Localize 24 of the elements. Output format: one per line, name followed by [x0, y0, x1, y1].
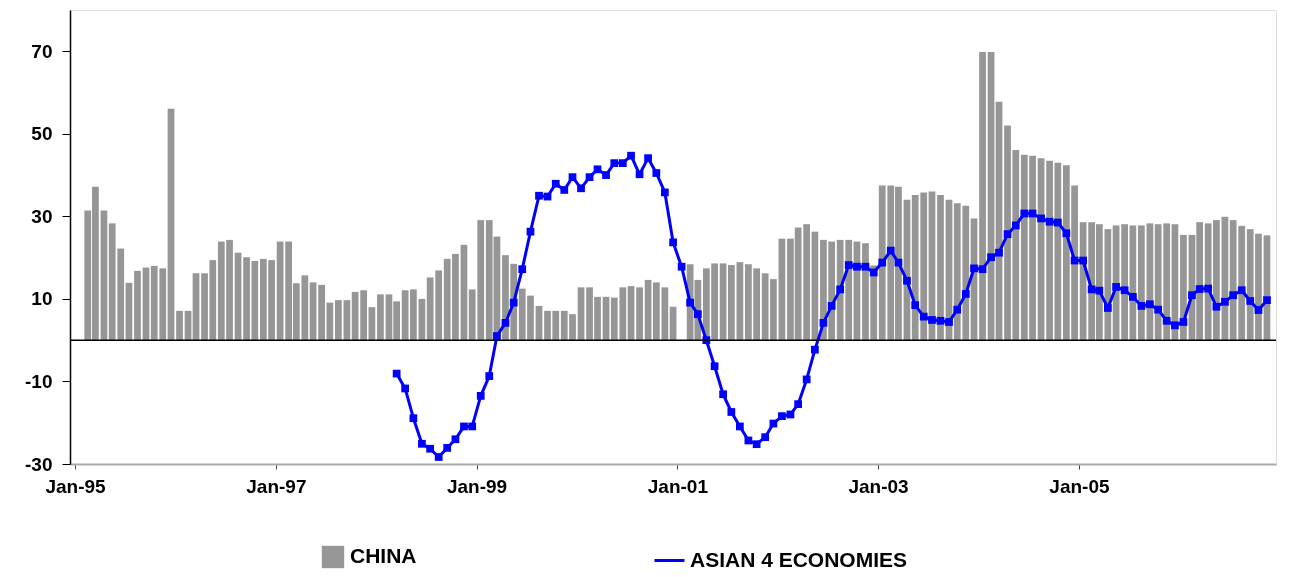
- bar: [636, 287, 643, 341]
- x-tick-label: Jan-97: [246, 475, 307, 497]
- bar: [727, 265, 735, 341]
- x-tick-label: Jan-99: [446, 475, 508, 497]
- y-tick-label: 10: [31, 288, 53, 310]
- x-tick-label: Jan-95: [45, 475, 107, 497]
- y-tick-label: 70: [31, 40, 53, 62]
- y-tick-label: 30: [31, 205, 53, 227]
- x-tick-label: Jan-05: [1049, 475, 1110, 497]
- bar: [176, 310, 183, 341]
- bar: [134, 270, 141, 341]
- y-tick-label: 50: [31, 123, 53, 145]
- legend-label: ASIAN 4 ECONOMIES: [690, 547, 908, 571]
- bar: [987, 52, 995, 341]
- bar: [1138, 225, 1145, 341]
- x-tick-label: Jan-01: [647, 475, 709, 497]
- x-tick-label: Jan-03: [848, 475, 909, 497]
- bar: [979, 52, 986, 341]
- legend-label: CHINA: [350, 544, 417, 567]
- bar: [937, 194, 944, 341]
- bar: [377, 294, 384, 341]
- bar: [335, 300, 342, 341]
- y-tick-label: -30: [25, 453, 53, 475]
- y-tick-label: -10: [25, 370, 53, 392]
